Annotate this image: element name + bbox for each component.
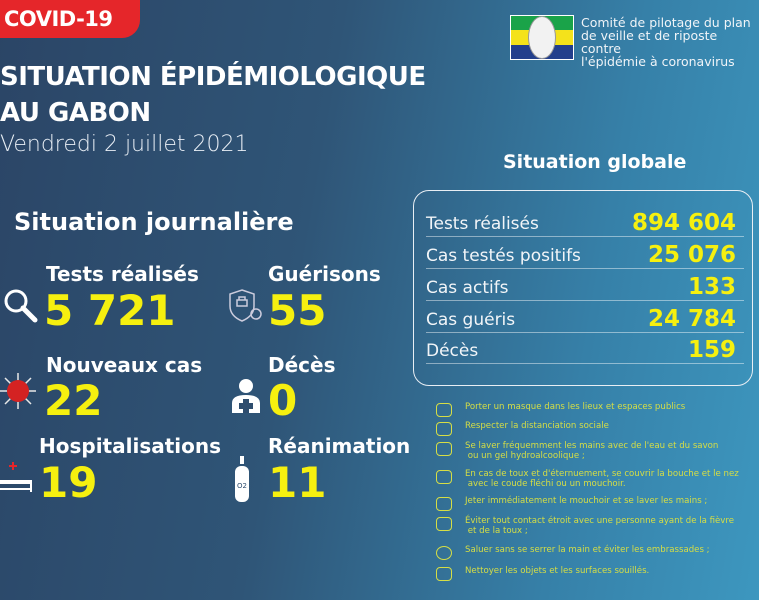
tip-cleaning: Nettoyer les objets et les surfaces soui… [436,566,650,581]
global-value: 894 604 [631,210,736,236]
daily-label-hospitalisations: Hospitalisations [39,434,222,458]
tip-cough: En cas de toux et d'éternuement, se couv… [436,469,739,489]
tip-tissue: Jeter immédiatement le mouchoir et se la… [436,496,708,511]
daily-value-deaths: 0 [268,376,298,425]
report-date: Vendredi 2 juillet 2021 [0,132,249,157]
page-title-line2: AU GABON [0,98,151,128]
committee-name: Comité de pilotage du plan de veille et … [581,16,759,68]
daily-heading: Situation journalière [14,208,294,236]
tip-avoid-contact: Éviter tout contact étroit avec une pers… [436,516,735,536]
global-row: Cas testés positifs 25 076 [426,237,744,269]
global-value: 133 [687,274,736,300]
magnifier-icon [4,289,38,323]
tissue-icon [436,497,452,511]
tip-text: Éviter tout contact étroit avec une pers… [465,516,735,536]
shield-cross-virus-icon [229,289,262,322]
virus-icon [0,373,36,409]
global-label: Décès [426,341,479,361]
tip-text: Respecter la distanciation sociale [465,421,609,431]
committee-line: de veille et de riposte contre [581,28,718,56]
oxygen-tank-icon: O2 [235,456,249,502]
person-cross-icon [232,379,260,413]
tip-text: Saluer sans se serrer la main et éviter … [465,545,710,555]
daily-value-hospitalisations: 19 [39,458,98,507]
tip-distancing: Respecter la distanciation sociale [436,421,609,436]
tip-text: Porter un masque dans les lieux et espac… [465,402,686,412]
avoid-contact-icon [436,517,452,531]
no-handshake-icon [436,546,452,560]
global-row: Tests réalisés 894 604 [426,205,744,237]
daily-label-icu: Réanimation [268,434,411,458]
committee-line: l'épidémie à coronavirus [581,54,735,69]
tip-greeting: Saluer sans se serrer la main et éviter … [436,545,710,560]
cough-icon [436,470,452,484]
daily-value-new-cases: 22 [44,376,103,425]
global-value: 159 [687,337,736,363]
global-row: Décès 159 [426,332,744,364]
committee-line: Comité de pilotage du plan [581,15,751,30]
global-row: Cas guéris 24 784 [426,301,744,333]
svg-text:O2: O2 [237,482,247,490]
cleaning-icon [436,567,452,581]
gabon-seal-icon [528,16,556,59]
tip-text: En cas de toux et d'éternuement, se couv… [465,469,739,489]
tip-text: Se laver fréquemment les mains avec de l… [465,441,719,461]
global-value: 24 784 [647,306,736,332]
daily-label-recoveries: Guérisons [268,262,381,286]
global-label: Tests réalisés [426,214,539,234]
daily-value-icu: 11 [268,458,327,507]
daily-value-recoveries: 55 [268,286,327,335]
daily-label-tests: Tests réalisés [46,262,199,286]
mask-icon [436,403,452,417]
global-label: Cas guéris [426,310,516,330]
global-label: Cas actifs [426,278,509,298]
tip-mask: Porter un masque dans les lieux et espac… [436,402,686,417]
daily-label-new-cases: Nouveaux cas [46,353,203,377]
global-heading: Situation globale [503,151,687,173]
distancing-icon [436,422,452,436]
global-summary-box: Tests réalisés 894 604 Cas testés positif… [413,190,753,386]
tip-handwash: Se laver fréquemment les mains avec de l… [436,441,719,461]
hospital-bed-icon [0,462,32,492]
tip-text: Nettoyer les objets et les surfaces soui… [465,566,650,576]
handwash-icon [436,442,452,456]
global-row: Cas actifs 133 [426,269,744,301]
daily-label-deaths: Décès [268,353,336,377]
global-value: 25 076 [647,242,736,268]
global-label: Cas testés positifs [426,246,581,266]
tip-text: Jeter immédiatement le mouchoir et se la… [465,496,708,506]
page-title-line1: SITUATION ÉPIDÉMIOLOGIQUE [0,62,426,92]
covid-badge: COVID-19 [0,0,140,38]
daily-value-tests: 5 721 [44,286,176,335]
